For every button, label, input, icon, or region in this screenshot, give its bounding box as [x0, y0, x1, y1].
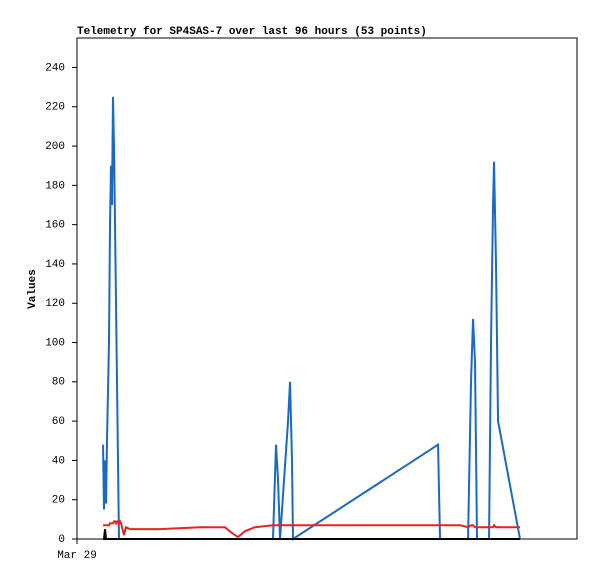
y-tick-label: 60	[52, 416, 65, 428]
y-tick-label: 0	[58, 534, 65, 546]
x-tick-label: Mar 29	[57, 550, 97, 562]
plot-frame	[76, 37, 578, 540]
y-tick-label: 220	[45, 102, 65, 114]
y-tick-label: 160	[45, 220, 65, 232]
y-tick-label: 240	[45, 62, 65, 74]
series-line	[102, 96, 522, 541]
y-tick-label: 200	[45, 141, 65, 153]
y-tick-label: 180	[45, 180, 65, 192]
y-tick-label: 80	[52, 377, 65, 389]
y-tick-label: 120	[45, 298, 65, 310]
y-tick-label: 100	[45, 337, 65, 349]
y-tick-label: 140	[45, 259, 65, 271]
y-tick-label: 20	[52, 495, 65, 507]
series-line	[103, 519, 521, 539]
y-tick-label: 40	[52, 455, 65, 467]
chart-title: Telemetry for SP4SAS-7 over last 96 hour…	[77, 26, 427, 38]
y-axis-label: Values	[27, 269, 39, 309]
series-line	[102, 529, 521, 540]
